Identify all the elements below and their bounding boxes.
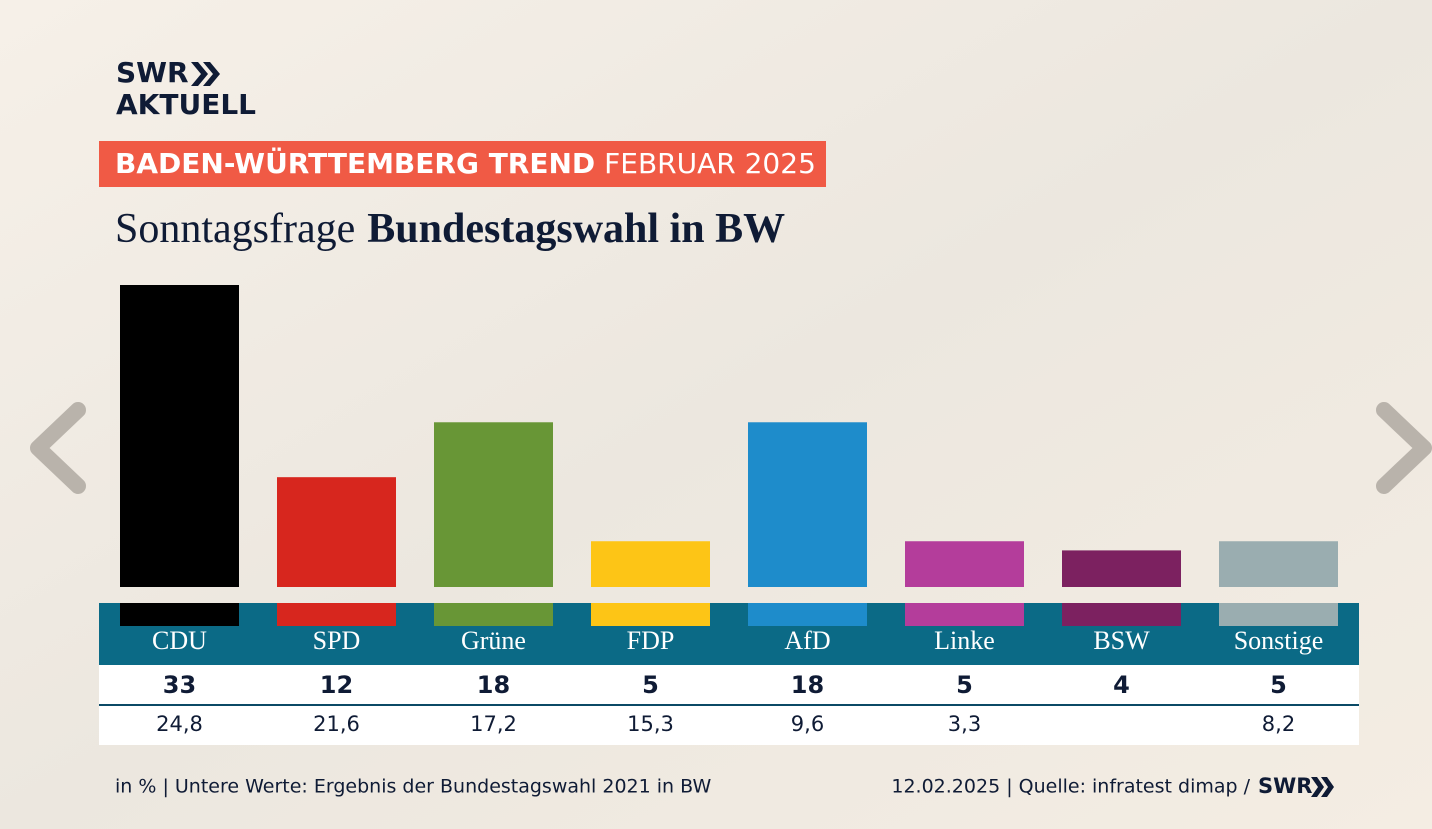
bar	[120, 285, 239, 587]
bar-strip	[591, 603, 710, 626]
banner-regular: FEBRUAR 2025	[604, 147, 816, 180]
bar	[1219, 541, 1338, 587]
footer-logo-chevrons	[1311, 777, 1334, 797]
value-label: 5	[1270, 671, 1287, 699]
bar-strip	[277, 603, 396, 626]
value-label: 5	[956, 671, 973, 699]
title-bold: Bundestagswahl in BW	[367, 206, 785, 252]
category-label: AfD	[784, 626, 830, 655]
logo-chevrons	[191, 62, 220, 86]
bar	[591, 541, 710, 587]
previous-value-label: 21,6	[313, 712, 360, 736]
bar-strip	[1219, 603, 1338, 626]
banner-bold: BADEN-WÜRTTEMBERG TREND	[115, 146, 595, 180]
category-label: Linke	[934, 626, 995, 655]
category-label: SPD	[313, 626, 361, 655]
bar-strip	[905, 603, 1024, 626]
banner	[99, 141, 826, 187]
bar	[748, 422, 867, 587]
bar-strip	[120, 603, 239, 626]
category-label: FDP	[627, 626, 675, 655]
nav-prev[interactable]	[30, 402, 86, 494]
category-label: BSW	[1093, 626, 1150, 655]
previous-value-label: 8,2	[1262, 712, 1295, 736]
previous-value-label: 24,8	[156, 712, 203, 736]
bar-strip	[1062, 603, 1181, 626]
previous-value-label: 17,2	[470, 712, 517, 736]
title-regular: Sonntagsfrage	[115, 206, 355, 252]
footer-source: 12.02.2025 | Quelle: infratest dimap /	[891, 776, 1250, 798]
previous-value-label: 9,6	[791, 712, 824, 736]
bar-strip	[434, 603, 553, 626]
chart-title: Sonntagsfrage Bundestagswahl in BW	[115, 206, 785, 252]
previous-value-label: 15,3	[627, 712, 674, 736]
bar	[1062, 550, 1181, 587]
value-label: 4	[1113, 671, 1130, 699]
value-label: 18	[791, 671, 824, 699]
category-label: Sonstige	[1234, 626, 1324, 655]
value-label: 33	[163, 671, 196, 699]
bar-strip	[748, 603, 867, 626]
value-label: 5	[642, 671, 659, 699]
footer-logo: SWR	[1258, 774, 1312, 798]
bar	[277, 477, 396, 587]
value-label: 12	[320, 671, 353, 699]
bar	[434, 422, 553, 587]
category-label: CDU	[152, 626, 207, 655]
nav-next[interactable]	[1376, 402, 1432, 494]
bar	[905, 541, 1024, 587]
previous-value-label: 3,3	[948, 712, 981, 736]
logo-brand: SWR	[116, 56, 189, 89]
footer-note: in % | Untere Werte: Ergebnis der Bundes…	[115, 776, 711, 798]
category-label: Grüne	[461, 626, 526, 655]
value-label: 18	[477, 671, 510, 699]
banner-text: BADEN-WÜRTTEMBERG TREND FEBRUAR 2025	[115, 146, 816, 180]
logo-product: AKTUELL	[116, 88, 256, 121]
